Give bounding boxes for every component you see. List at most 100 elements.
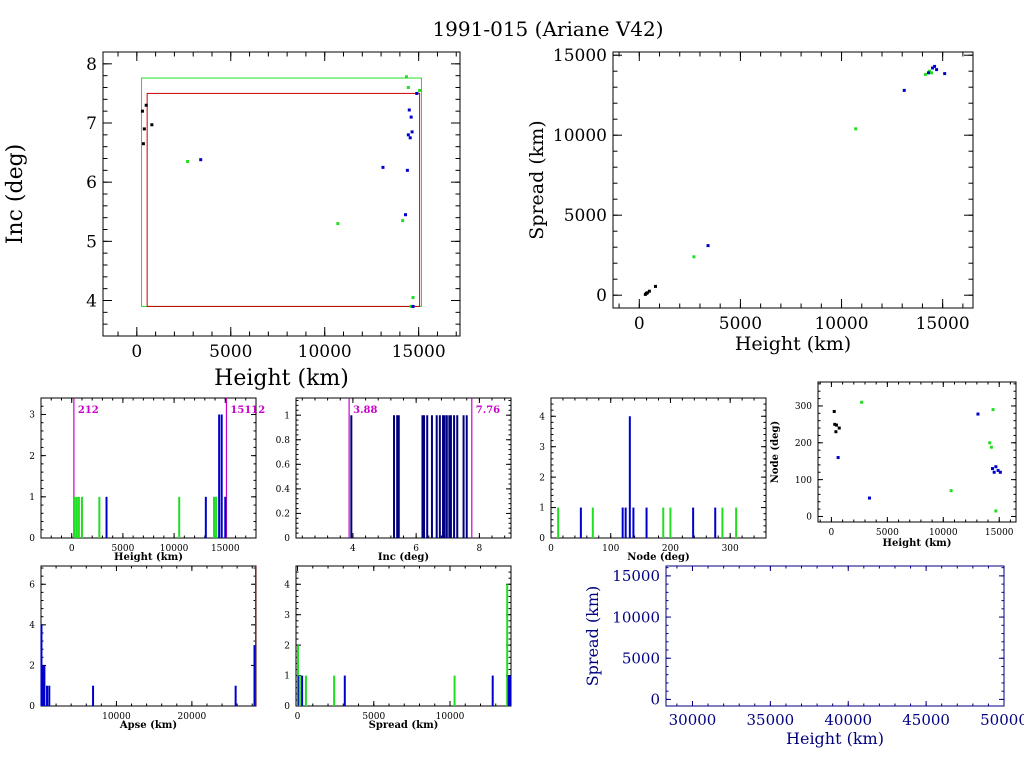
- x-tick-label: 15000: [211, 544, 240, 554]
- scatter-point: [832, 409, 836, 413]
- scatter-point: [994, 509, 998, 513]
- x-tick-label: 10000: [814, 314, 868, 334]
- y-tick-label: 0.2: [276, 510, 290, 520]
- x-tick-label: 10000: [160, 544, 189, 554]
- page-title: 1991-015 (Ariane V42): [432, 17, 663, 41]
- scatter-point: [933, 64, 937, 68]
- chart-inc-hist: 4 6 8 0 0.2 0.4 0.6 0.8 1 Inc (deg) 3.88 7.76: [276, 397, 512, 563]
- scatter-point: [928, 69, 932, 73]
- y-tick-label: 1: [284, 411, 290, 421]
- chart-spread-vs-height-far: 30000 35000 40000 45000 50000 0 5000 10000 15000…: [583, 565, 1024, 748]
- scatter-point: [404, 213, 408, 217]
- x-tick-label: 0: [548, 544, 554, 554]
- scatter-point: [692, 255, 696, 259]
- scatter-point: [415, 91, 419, 95]
- scatter-point: [406, 133, 410, 137]
- marker-label: 212: [78, 405, 99, 416]
- scatter-point: [141, 142, 145, 146]
- scatter-point: [867, 496, 871, 500]
- x-tick-label: 50000: [980, 711, 1024, 729]
- y-tick-label: 5000: [622, 649, 660, 667]
- x-tick-label: 40000: [824, 711, 872, 729]
- chart-spread-vs-height: 0 5000 10000 15000 0 5000 10000 15000 Height (km…: [526, 46, 974, 355]
- marker-label: 15112: [230, 405, 265, 416]
- x-axis-label: Inc (deg): [378, 552, 429, 563]
- x-axis-label: Height (km): [214, 366, 349, 391]
- x-tick-label: 5000: [362, 712, 385, 722]
- y-tick-label: 0.8: [276, 436, 291, 446]
- scatter-point: [854, 127, 858, 131]
- x-tick-label: 5000: [719, 314, 762, 334]
- x-axis-label: Height (km): [114, 552, 183, 563]
- x-tick-label: 10000: [436, 712, 465, 722]
- y-tick-label: 6: [29, 580, 35, 590]
- y-tick-label: 0: [29, 534, 35, 544]
- scatter-point: [943, 72, 947, 76]
- scatter-point: [404, 75, 408, 79]
- y-tick-label: 4: [29, 621, 35, 631]
- plot-frame: [102, 51, 461, 337]
- scatter-point: [336, 222, 340, 226]
- scatter-point: [837, 426, 841, 430]
- y-tick-label: 2: [539, 473, 545, 483]
- y-tick-label: 15000: [612, 567, 660, 585]
- chart-apse-hist: 10000 20000 0 2 4 6 Apse (km): [29, 565, 257, 731]
- scatter-point: [409, 304, 413, 308]
- x-tick-label: 5000: [876, 528, 899, 538]
- y-tick-label: 7: [86, 114, 97, 134]
- x-tick-label: 45000: [902, 711, 950, 729]
- y-tick-label: 2: [29, 662, 35, 672]
- x-tick-label: 15000: [392, 342, 446, 362]
- y-tick-label: 0: [806, 513, 812, 523]
- scatter-point: [410, 130, 414, 134]
- y-tick-label: 8: [86, 55, 97, 75]
- y-tick-label: 3: [539, 443, 545, 453]
- scatter-point: [992, 470, 996, 474]
- plot-frame: [817, 381, 1017, 523]
- scatter-point: [927, 71, 931, 75]
- plot-frame: [665, 565, 1005, 707]
- y-tick-label: 0: [284, 702, 290, 712]
- y-tick-label: 6: [86, 173, 97, 193]
- scatter-point: [408, 136, 412, 140]
- x-tick-label: 0: [634, 314, 645, 334]
- x-tick-label: 0: [295, 712, 301, 722]
- chart-spread-hist: 0 5000 10000 0 1 2 3 4 Spread (km): [284, 565, 512, 731]
- x-tick-label: 4: [350, 544, 356, 554]
- scatter-point: [998, 470, 1002, 474]
- x-tick-label: 10000: [298, 342, 352, 362]
- scatter-point: [647, 289, 651, 293]
- marker-label: 3.88: [353, 405, 377, 416]
- x-tick-label: 5000: [111, 544, 134, 554]
- x-tick-label: 100: [602, 544, 619, 554]
- marker-label: 7.76: [476, 405, 500, 416]
- y-tick-label: 15000: [553, 46, 607, 66]
- x-axis-label: Height (km): [735, 333, 851, 355]
- plot-frame: [612, 51, 974, 309]
- chart-height-hist: 0 5000 10000 15000 0 1 2 3 Height (km) 212 15112: [29, 397, 265, 563]
- scatter-point: [653, 284, 657, 288]
- x-tick-label: 10000: [102, 712, 131, 722]
- scatter-point: [144, 103, 148, 107]
- scatter-point: [150, 123, 154, 127]
- x-tick-label: 35000: [747, 711, 795, 729]
- scatter-point: [991, 408, 995, 412]
- scatter-point: [836, 456, 840, 460]
- scatter-point: [902, 88, 906, 92]
- x-axis-label: Node (deg): [627, 552, 689, 563]
- y-tick-label: 4: [539, 412, 545, 422]
- y-tick-label: 200: [795, 439, 812, 449]
- y-tick-label: 0.4: [276, 485, 291, 495]
- scatter-point: [860, 400, 864, 404]
- scatter-point: [706, 244, 710, 248]
- scatter-point: [930, 71, 934, 75]
- scatter-point: [931, 66, 935, 70]
- scatter-point: [199, 158, 203, 162]
- y-tick-label: 10000: [553, 126, 607, 146]
- scatter-point: [140, 109, 144, 113]
- x-tick-label: 200: [662, 544, 679, 554]
- y-axis-label: Spread (km): [583, 586, 602, 687]
- plot-frame: [550, 397, 767, 539]
